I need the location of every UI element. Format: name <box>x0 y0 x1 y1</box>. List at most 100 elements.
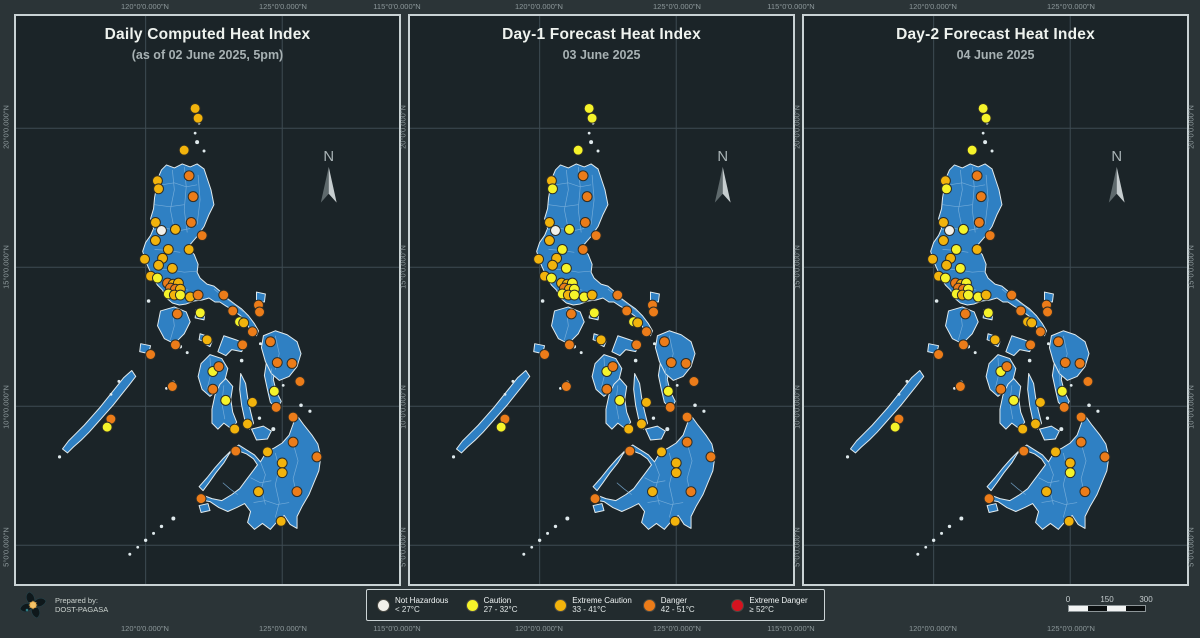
station-dot-d <box>607 361 619 372</box>
station-dot-d <box>1058 401 1070 413</box>
legend-swatch-icon <box>554 598 568 612</box>
station-dot-c <box>966 144 978 156</box>
station-dot-d <box>213 361 225 372</box>
station-dot-c <box>101 421 113 433</box>
station-dot-d <box>563 339 575 351</box>
station-dot-c <box>1008 394 1020 406</box>
legend-range: 33 - 41°C <box>572 605 607 614</box>
longitude-label: 115°0'0.000"N <box>373 624 421 633</box>
scale-bar-segments <box>1068 605 1146 612</box>
credit-line1: Prepared by: <box>55 596 98 605</box>
station-dot-c <box>939 272 951 284</box>
station-dot-c <box>941 183 952 195</box>
station-dot-ec <box>980 289 992 301</box>
station-dot-c <box>982 307 994 319</box>
station-dot-d <box>207 383 219 395</box>
station-dot-ec <box>547 259 558 271</box>
station-dot-ec <box>670 457 682 469</box>
station-dot-ec <box>192 112 204 124</box>
station-dot-d <box>192 289 204 301</box>
station-dot-ec <box>253 486 264 498</box>
station-dot-d <box>680 357 692 369</box>
station-dot-ec <box>139 253 151 265</box>
station-dot-d <box>195 493 207 505</box>
panel-title: Day-2 Forecast Heat Index <box>896 26 1095 43</box>
station-dot-d <box>1015 305 1027 317</box>
station-dot-c <box>950 243 962 255</box>
station-dot-d <box>539 349 551 360</box>
station-dot-d <box>1059 357 1071 369</box>
legend-range: 42 - 51°C <box>660 605 695 614</box>
station-dot-c <box>174 289 186 301</box>
station-dot-d <box>681 411 693 423</box>
panel-map-svg <box>804 16 1187 584</box>
latitude-label: 20°0'0.000"N <box>398 105 408 149</box>
station-dot-ec <box>544 216 555 228</box>
panel-title: Daily Computed Heat Index <box>104 26 311 43</box>
station-dot-ec <box>544 235 555 246</box>
station-dot-ec <box>178 144 190 156</box>
longitude-label: 120°0'0.000"N <box>121 624 169 633</box>
station-dot-ec <box>238 317 250 329</box>
station-dot-d <box>166 381 178 392</box>
station-dot-ec <box>636 418 647 430</box>
panel-map-svg <box>410 16 793 584</box>
panel-map-svg <box>16 16 399 584</box>
station-dot-d <box>237 339 249 351</box>
heat-index-legend: Not Hazardous < 27°C Caution 27 - 32°C Extre… <box>366 589 825 621</box>
station-dot-ec <box>189 102 201 114</box>
station-dot-ec <box>1017 423 1029 435</box>
legend-swatch-icon <box>377 598 390 612</box>
station-dot-d <box>681 436 693 448</box>
longitude-label: 125°0'0.000"N <box>653 624 701 633</box>
longitude-label: 115°0'0.000"N <box>373 2 421 11</box>
station-dot-d <box>196 230 208 242</box>
station-dot-d <box>705 451 717 463</box>
station-dot-c <box>662 385 674 397</box>
station-dot-ec <box>1034 396 1046 408</box>
station-dot-ec <box>153 259 164 271</box>
station-dot-ec <box>669 515 681 527</box>
station-dot-d <box>959 308 971 320</box>
station-dot-ec <box>1041 486 1052 498</box>
station-dot-c <box>586 112 598 124</box>
station-dot-d <box>665 357 677 369</box>
legend-item-ed: Extreme Danger ≥ 52°C <box>731 596 820 615</box>
station-dot-d <box>264 336 276 348</box>
station-dot-ec <box>242 418 253 430</box>
station-dot-d <box>577 170 589 182</box>
station-dot-ec <box>1026 317 1038 329</box>
station-dot-ec <box>276 457 288 469</box>
panel-subtitle: 03 June 2025 <box>562 48 641 62</box>
station-dot-ec <box>162 243 174 255</box>
credit-block: Prepared by: DOST-PAGASA <box>18 590 108 620</box>
station-dot-d <box>270 401 282 413</box>
station-dot-c <box>614 394 626 406</box>
longitude-label: 120°0'0.000"N <box>515 2 563 11</box>
station-dot-d <box>933 349 945 360</box>
station-dot-c <box>583 102 595 114</box>
panel-title: Day-1 Forecast Heat Index <box>502 26 701 43</box>
station-dot-d <box>664 401 676 413</box>
station-dot-ec <box>941 259 952 271</box>
station-dot-ec <box>989 334 1001 346</box>
station-dot-d <box>218 289 230 301</box>
station-dot-d <box>1052 336 1064 348</box>
latitude-label: 5°0'0.000"N <box>398 527 408 567</box>
station-dot-ec <box>150 216 161 228</box>
credit-text: Prepared by: DOST-PAGASA <box>55 596 108 614</box>
legend-item-c: Caution 27 - 32°C <box>465 596 555 615</box>
latitude-label: 5°0'0.000"N <box>1 527 11 567</box>
latitude-label: 10°0'0.000"N <box>1186 385 1196 429</box>
station-dot-d <box>1034 326 1046 338</box>
station-dot-ec <box>927 253 939 265</box>
station-dot-d <box>983 493 995 505</box>
latitude-label: 15°0'0.000"N <box>398 245 408 289</box>
station-dot-c <box>1064 467 1076 479</box>
station-dot-nh <box>550 225 561 236</box>
station-dot-c <box>151 272 163 284</box>
legend-label: Danger <box>660 595 688 605</box>
station-dot-d <box>565 308 577 320</box>
legend-label: Not Hazardous <box>395 595 449 605</box>
station-dot-d <box>294 376 306 387</box>
